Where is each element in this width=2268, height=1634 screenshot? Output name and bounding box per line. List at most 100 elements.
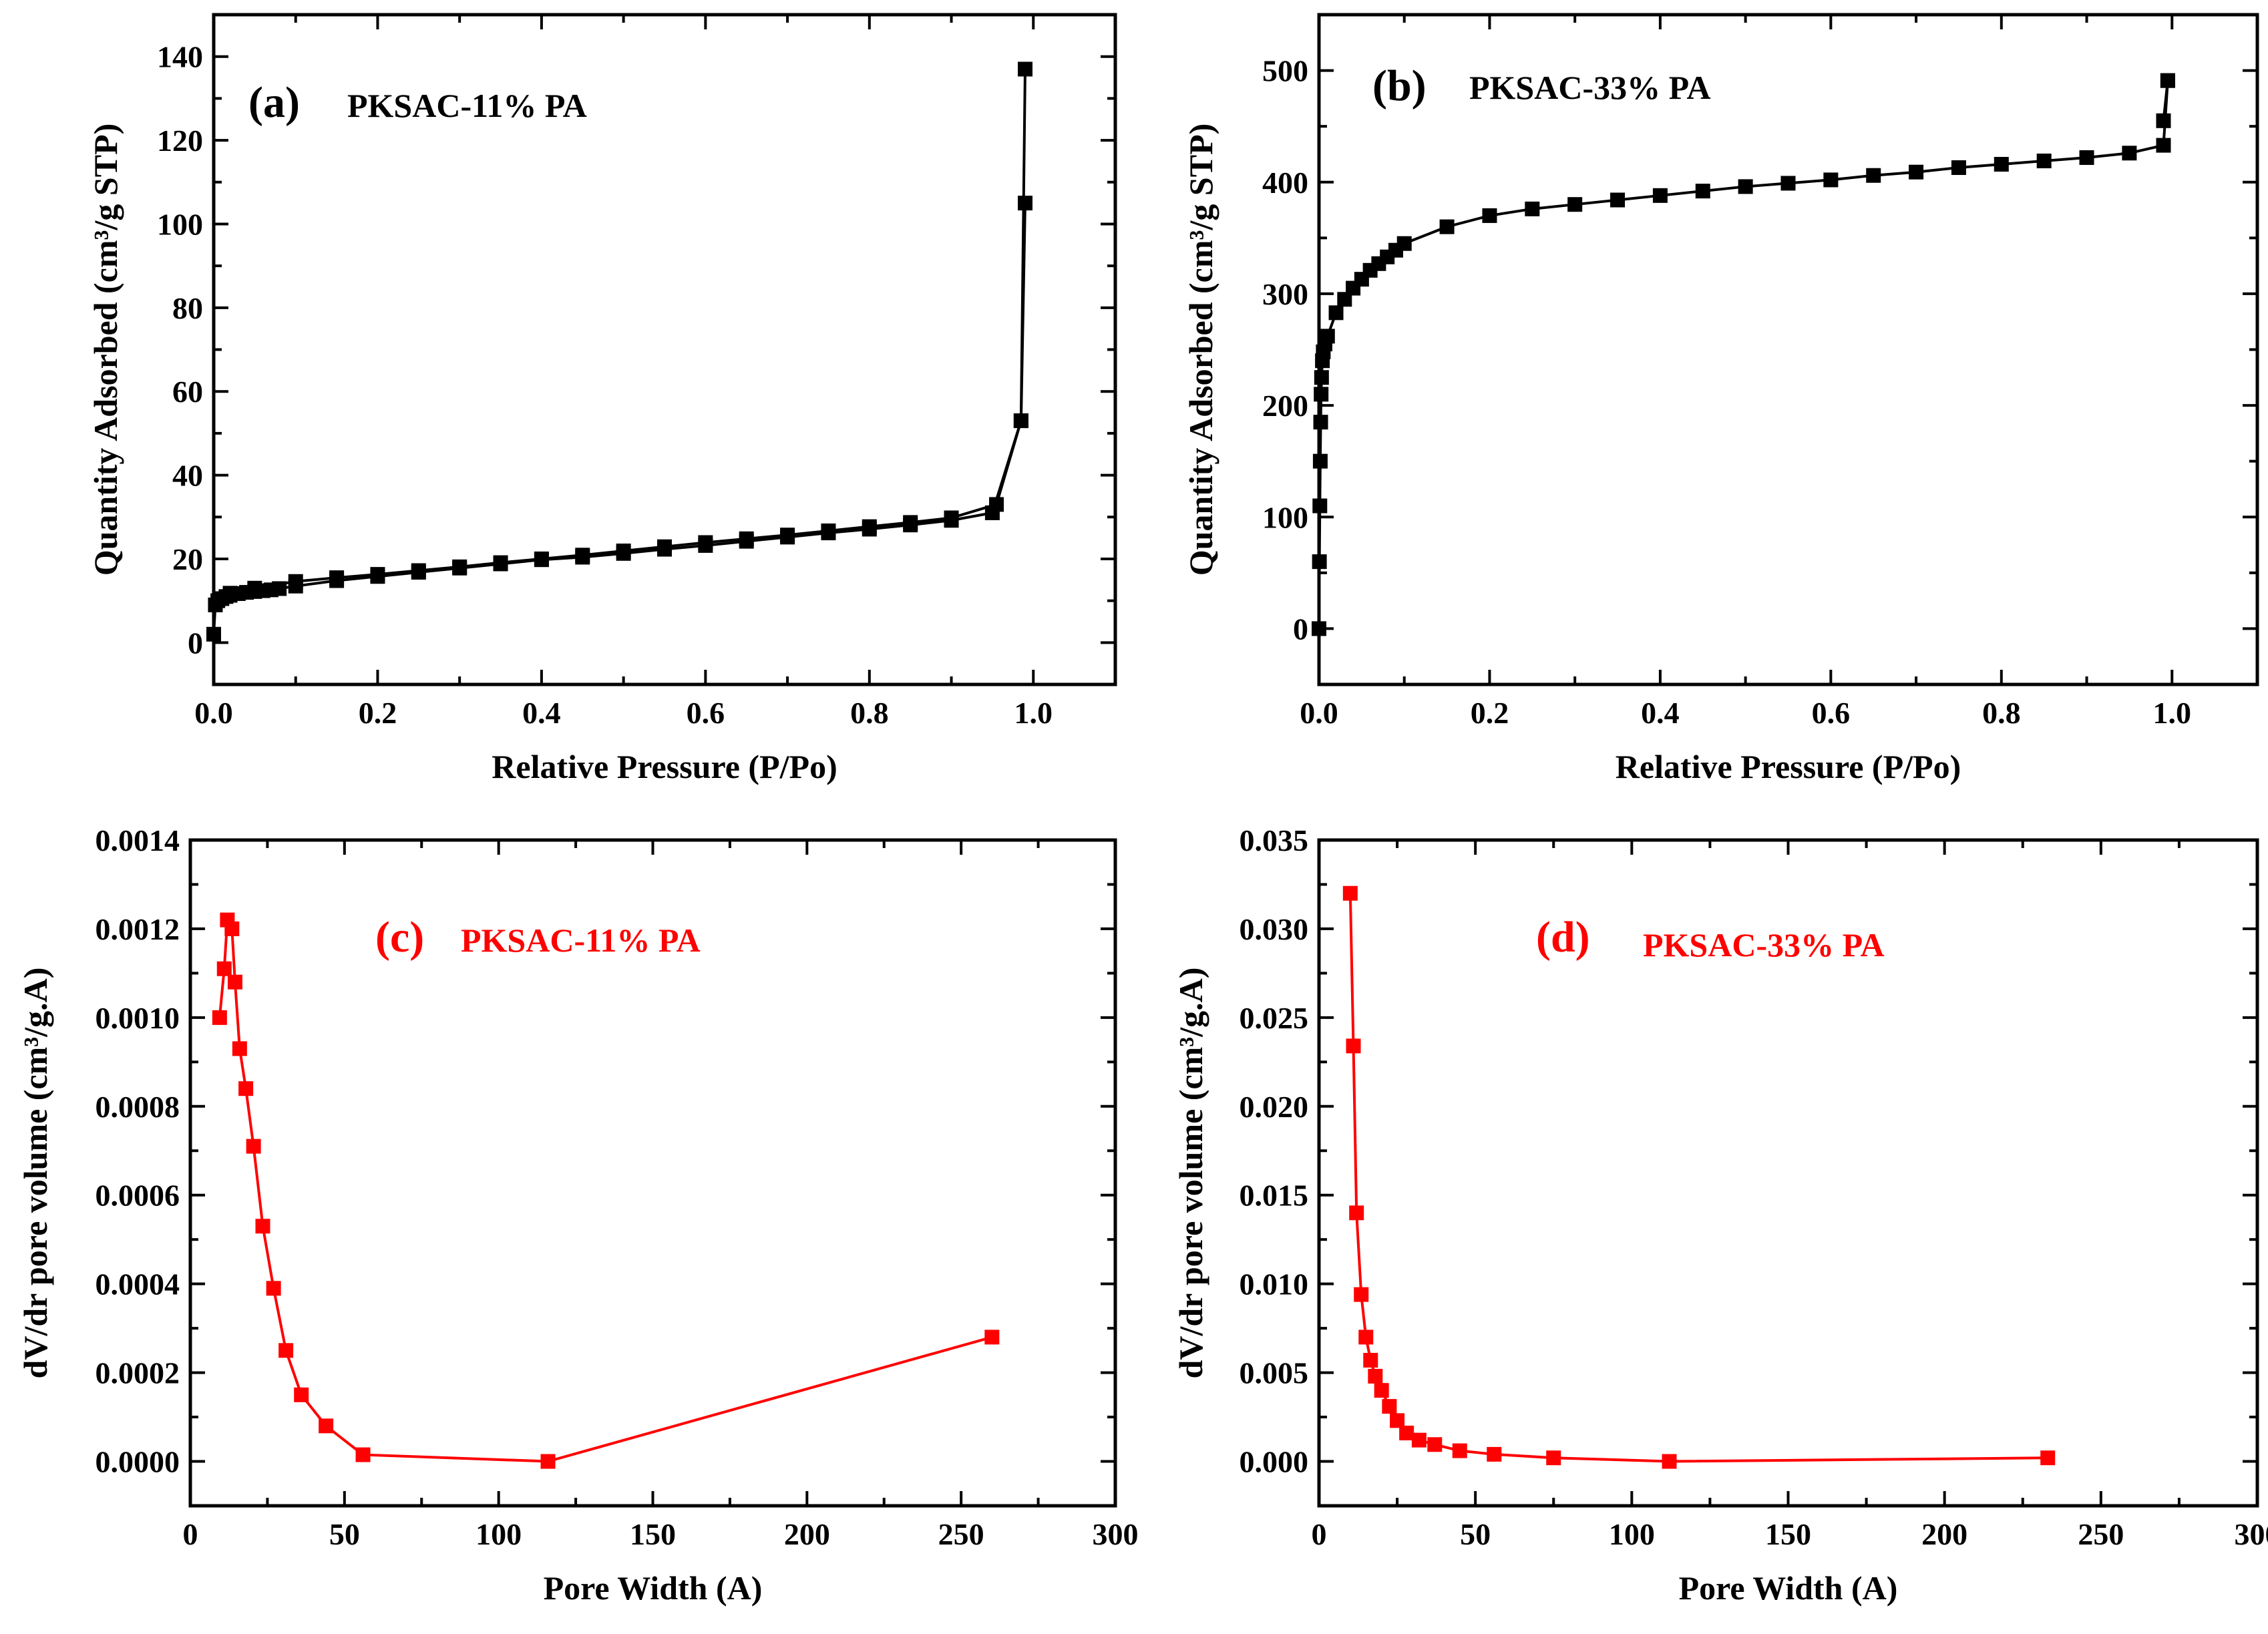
y-tick-label: 100 xyxy=(157,207,203,241)
data-point-marker xyxy=(1452,1443,1467,1458)
data-point-marker xyxy=(698,535,713,550)
y-tick-label: 120 xyxy=(157,124,203,158)
y-tick-label: 0.0004 xyxy=(96,1267,180,1301)
y-tick-label: 0.000 xyxy=(1240,1445,1309,1479)
data-point-marker xyxy=(1320,329,1335,344)
x-tick-label: 0.4 xyxy=(522,696,561,730)
data-point-marker xyxy=(1312,453,1328,469)
data-point-marker xyxy=(232,1041,247,1056)
panel-title: PKSAC-33% PA xyxy=(1643,926,1885,964)
x-axis-title: Pore Width (A) xyxy=(544,1569,763,1607)
x-tick-label: 0.2 xyxy=(359,696,397,730)
x-tick-label: 300 xyxy=(2235,1517,2268,1551)
y-tick-label: 0.0006 xyxy=(96,1179,180,1213)
data-point-marker xyxy=(266,1281,281,1296)
x-tick-label: 1.0 xyxy=(2153,696,2192,730)
data-point-marker xyxy=(278,1343,294,1358)
data-point-marker xyxy=(1396,236,1412,251)
data-point-marker xyxy=(1866,168,1881,183)
data-point-marker xyxy=(534,551,549,566)
data-point-marker xyxy=(1662,1454,1677,1469)
x-tick-label: 50 xyxy=(1460,1517,1491,1551)
data-point-marker xyxy=(1695,184,1710,199)
panel-title: PKSAC-11% PA xyxy=(347,87,587,124)
data-point-marker xyxy=(1909,164,1924,180)
data-point-marker xyxy=(288,574,303,589)
chart-panel-c: 0 50 100 150 200 250 300 0.0000 0.0002 0.0004 0.00… xyxy=(17,823,1139,1607)
y-axis-title: Quantity Adsorbed (cm³/g STP) xyxy=(87,124,124,576)
y-tick-label: 60 xyxy=(172,375,203,409)
y-tick-label: 40 xyxy=(172,459,203,493)
x-tick-label: 250 xyxy=(2078,1517,2124,1551)
y-tick-label: 0.0010 xyxy=(96,1001,180,1035)
x-tick-label: 0.8 xyxy=(1982,696,2021,730)
data-point-marker xyxy=(1482,208,1497,223)
y-tick-label: 0.0000 xyxy=(96,1445,180,1479)
panel-label: (c) xyxy=(375,913,424,962)
y-tick-label: 0.0002 xyxy=(96,1356,180,1390)
data-point-marker xyxy=(1610,192,1626,208)
data-point-marker xyxy=(1427,1437,1443,1452)
y-tick-label: 0 xyxy=(188,626,203,660)
data-point-marker xyxy=(1349,1205,1364,1221)
data-point-marker xyxy=(1390,1413,1405,1428)
data-point-marker xyxy=(238,1081,254,1096)
data-point-marker xyxy=(1313,415,1328,430)
x-tick-label: 100 xyxy=(476,1517,522,1551)
x-tick-label: 100 xyxy=(1609,1517,1655,1551)
data-point-marker xyxy=(1346,1038,1361,1054)
x-axis-title: Relative Pressure (P/Po) xyxy=(1616,748,1961,785)
y-tick-label: 0.035 xyxy=(1240,823,1309,857)
data-point-marker xyxy=(657,539,672,554)
y-tick-label: 0.025 xyxy=(1240,1001,1309,1035)
data-point-marker xyxy=(355,1447,371,1462)
y-tick-label: 0.015 xyxy=(1240,1179,1309,1213)
y-tick-label: 0.0012 xyxy=(96,912,180,946)
data-point-marker xyxy=(370,567,385,582)
data-point-marker xyxy=(1018,196,1032,211)
data-point-marker xyxy=(616,544,631,559)
x-tick-label: 300 xyxy=(1093,1517,1139,1551)
data-point-marker xyxy=(1312,621,1326,636)
data-point-marker xyxy=(1382,1399,1397,1414)
data-point-marker xyxy=(989,497,1004,512)
data-point-marker xyxy=(540,1454,556,1469)
data-point-marker xyxy=(2079,150,2094,165)
data-point-marker xyxy=(575,548,590,563)
data-point-marker xyxy=(1994,157,2009,172)
y-axis-title: dV/dr pore volume (cm³/g.A) xyxy=(17,968,54,1379)
data-point-marker xyxy=(493,555,508,570)
y-axis-title: dV/dr pore volume (cm³/g.A) xyxy=(1172,968,1209,1379)
data-point-marker xyxy=(247,580,262,596)
y-tick-label: 0.010 xyxy=(1240,1267,1309,1301)
data-point-marker xyxy=(2160,73,2175,88)
y-tick-label: 20 xyxy=(172,542,203,576)
chart-panel-b: 0.0 0.2 0.4 0.6 0.8 1.0 0 100 200 300 400 500 Relati… xyxy=(1182,13,2259,785)
chart-panel-a: 0.0 0.2 0.4 0.6 0.8 1.0 0 20 40 60 80 100 120 140 Rela… xyxy=(87,13,1117,785)
data-point-marker xyxy=(1951,160,1966,176)
data-point-marker xyxy=(821,523,836,538)
data-point-marker xyxy=(1738,179,1753,194)
y-tick-label: 0.030 xyxy=(1240,912,1309,946)
x-tick-label: 0.6 xyxy=(687,696,725,730)
data-point-marker xyxy=(944,510,959,526)
x-tick-label: 0.4 xyxy=(1641,696,1680,730)
data-point-marker xyxy=(1399,1425,1414,1440)
x-tick-label: 0 xyxy=(1312,1517,1327,1551)
data-point-marker xyxy=(1368,1368,1383,1384)
data-point-marker xyxy=(224,921,240,936)
data-point-marker xyxy=(739,531,754,546)
y-tick-label: 80 xyxy=(172,291,203,325)
x-tick-label: 0.8 xyxy=(850,696,889,730)
data-point-marker xyxy=(452,559,467,574)
data-point-marker xyxy=(319,1418,334,1434)
data-point-marker xyxy=(294,1387,309,1402)
data-point-marker xyxy=(411,563,426,578)
y-tick-label: 300 xyxy=(1262,277,1308,311)
data-point-marker xyxy=(329,570,345,586)
x-tick-label: 0.0 xyxy=(1300,696,1338,730)
x-tick-label: 50 xyxy=(329,1517,360,1551)
data-point-marker xyxy=(1328,305,1344,321)
y-tick-label: 400 xyxy=(1262,166,1308,200)
